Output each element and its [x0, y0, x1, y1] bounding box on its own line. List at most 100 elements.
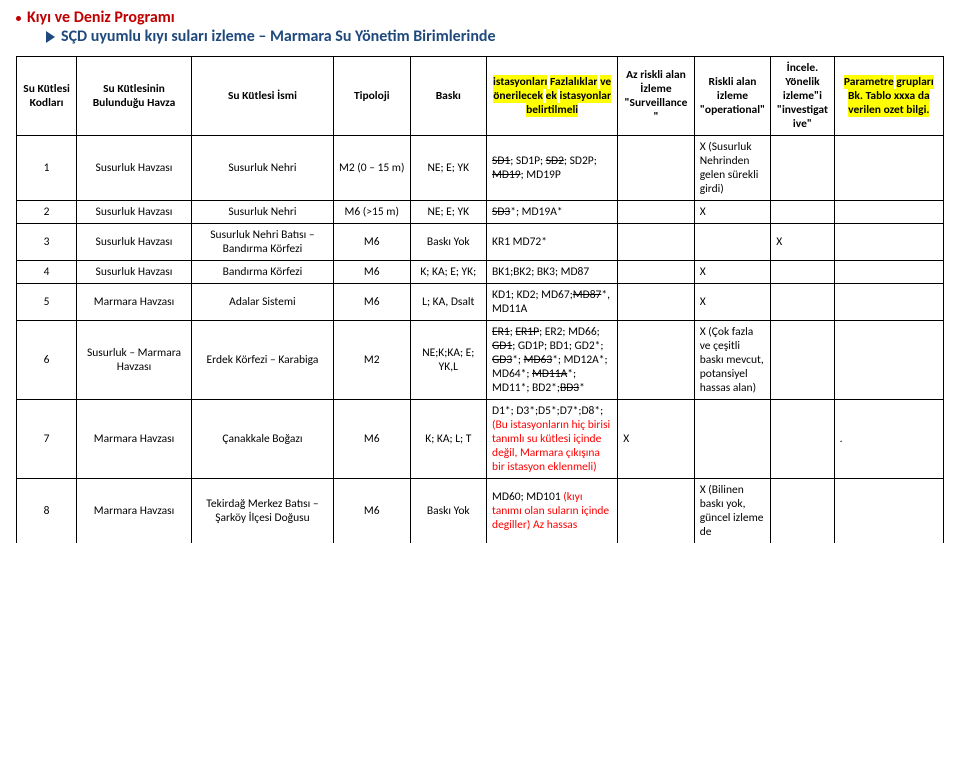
header-baski: Baskı	[410, 57, 487, 136]
table-cell: NE; E; YK	[410, 136, 487, 201]
table-cell	[771, 400, 834, 479]
table-cell: Çanakkale Boğazı	[191, 400, 333, 479]
header-row: Su Kütlesi Kodları Su Kütlesinin Bulundu…	[17, 57, 944, 136]
table-cell	[834, 479, 943, 544]
table-cell: X	[694, 201, 771, 224]
table-cell: K; KA; E; YK;	[410, 261, 487, 284]
table-cell	[834, 201, 943, 224]
data-table: Su Kütlesi Kodları Su Kütlesinin Bulundu…	[16, 56, 944, 543]
table-cell: Adalar Sistemi	[191, 284, 333, 321]
arrow-icon	[46, 31, 55, 43]
title-line2-text: SÇD uyumlu kıyı suları izleme – Marmara …	[61, 27, 496, 46]
table-cell: X	[694, 261, 771, 284]
table-cell	[771, 136, 834, 201]
table-cell: 7	[17, 400, 77, 479]
table-cell: 8	[17, 479, 77, 544]
table-row: 5Marmara HavzasıAdalar SistemiM6L; KA, D…	[17, 284, 944, 321]
table-row: 2Susurluk HavzasıSusurluk NehriM6 (>15 m…	[17, 201, 944, 224]
table-cell: MD60; MD101 (kıyı tanımı olan suların iç…	[487, 479, 618, 544]
table-cell: X (Çok fazla ve çeşitli baskı mevcut, po…	[694, 321, 771, 400]
table-cell	[771, 261, 834, 284]
table-cell: Marmara Havzası	[77, 400, 192, 479]
table-cell	[618, 321, 695, 400]
table-cell: Susurluk Havzası	[77, 136, 192, 201]
table-cell: X (Bilinen baskı yok, güncel izleme de	[694, 479, 771, 544]
table-cell: X (Susurluk Nehrinden gelen sürekli gird…	[694, 136, 771, 201]
header-azriskli: Az riskli alan İzleme "Surveillance"	[618, 57, 695, 136]
table-cell: Susurluk Nehri Batısı – Bandırma Körfezi	[191, 224, 333, 261]
header-istasyonlari: istasyonları Fazlalıklar ve önerilecek e…	[487, 57, 618, 136]
table-cell: X	[618, 400, 695, 479]
table-cell: 1	[17, 136, 77, 201]
header-incele: İncele. Yönelik izleme"i "investigative"	[771, 57, 834, 136]
table-cell: BK1;BK2; BK3; MD87	[487, 261, 618, 284]
table-cell: Susurluk Nehri	[191, 201, 333, 224]
table-cell: Baskı Yok	[410, 479, 487, 544]
table-cell: 4	[17, 261, 77, 284]
table-cell	[694, 224, 771, 261]
table-cell: 6	[17, 321, 77, 400]
table-cell: SD3*; MD19A*	[487, 201, 618, 224]
table-row: 4Susurluk HavzasıBandırma KörfeziM6K; KA…	[17, 261, 944, 284]
table-cell: Marmara Havzası	[77, 284, 192, 321]
table-cell	[618, 224, 695, 261]
table-cell: M6	[334, 400, 411, 479]
table-row: 7Marmara HavzasıÇanakkale BoğazıM6K; KA;…	[17, 400, 944, 479]
table-cell: SD1; SD1P; SD2; SD2P; MD19; MD19P	[487, 136, 618, 201]
table-cell: X	[694, 284, 771, 321]
table-cell	[771, 321, 834, 400]
table-cell: NE;K;KA; E; YK,L	[410, 321, 487, 400]
table-cell: Susurluk Nehri	[191, 136, 333, 201]
table-cell: Susurluk Havzası	[77, 224, 192, 261]
bullet-icon	[16, 16, 21, 21]
table-cell: 2	[17, 201, 77, 224]
table-cell	[834, 321, 943, 400]
table-cell: M6	[334, 284, 411, 321]
table-cell: Erdek Körfezi – Karabiga	[191, 321, 333, 400]
header-parametre: Parametre grupları Bk. Tablo xxxa da ver…	[834, 57, 943, 136]
table-cell: K; KA; L; T	[410, 400, 487, 479]
table-cell: KR1 MD72*	[487, 224, 618, 261]
table-cell	[834, 224, 943, 261]
table-cell	[771, 201, 834, 224]
table-cell: M2 (0 – 15 m)	[334, 136, 411, 201]
table-cell: 5	[17, 284, 77, 321]
title-line1-text: Kıyı ve Deniz Programı	[27, 8, 175, 27]
header-riskli: Riskli alan izleme "operational"	[694, 57, 771, 136]
table-cell	[694, 400, 771, 479]
header-havza: Su Kütlesinin Bulunduğu Havza	[77, 57, 192, 136]
header-tipoloji: Tipoloji	[334, 57, 411, 136]
table-cell: Susurluk Havzası	[77, 201, 192, 224]
table-cell: Tekirdağ Merkez Batısı – Şarköy İlçesi D…	[191, 479, 333, 544]
table-row: 6Susurluk – Marmara HavzasıErdek Körfezi…	[17, 321, 944, 400]
table-cell: M6	[334, 479, 411, 544]
table-cell: Susurluk – Marmara Havzası	[77, 321, 192, 400]
table-cell: ER1; ER1P; ER2; MD66; GD1; GD1P; BD1; GD…	[487, 321, 618, 400]
table-cell: M6	[334, 261, 411, 284]
table-cell: Susurluk Havzası	[77, 261, 192, 284]
title-block: Kıyı ve Deniz Programı SÇD uyumlu kıyı s…	[16, 8, 944, 46]
table-cell: 3	[17, 224, 77, 261]
table-cell: Baskı Yok	[410, 224, 487, 261]
table-cell	[618, 261, 695, 284]
table-cell	[618, 479, 695, 544]
table-cell: Marmara Havzası	[77, 479, 192, 544]
table-row: 1Susurluk HavzasıSusurluk NehriM2 (0 – 1…	[17, 136, 944, 201]
header-isim: Su Kütlesi İsmi	[191, 57, 333, 136]
table-cell	[618, 136, 695, 201]
table-cell	[618, 201, 695, 224]
table-cell: M2	[334, 321, 411, 400]
table-cell	[834, 136, 943, 201]
table-cell: M6 (>15 m)	[334, 201, 411, 224]
program-title: Kıyı ve Deniz Programı	[16, 8, 944, 27]
header-kodlari: Su Kütlesi Kodları	[17, 57, 77, 136]
table-cell	[771, 479, 834, 544]
table-cell: .	[834, 400, 943, 479]
table-cell: L; KA, Dsalt	[410, 284, 487, 321]
table-cell	[834, 261, 943, 284]
table-cell: D1*; D3*;D5*;D7*;D8*; (Bu istasyonların …	[487, 400, 618, 479]
table-cell: NE; E; YK	[410, 201, 487, 224]
table-cell	[771, 284, 834, 321]
table-cell: KD1; KD2; MD67;MD87*, MD11A	[487, 284, 618, 321]
program-subtitle: SÇD uyumlu kıyı suları izleme – Marmara …	[46, 27, 944, 46]
